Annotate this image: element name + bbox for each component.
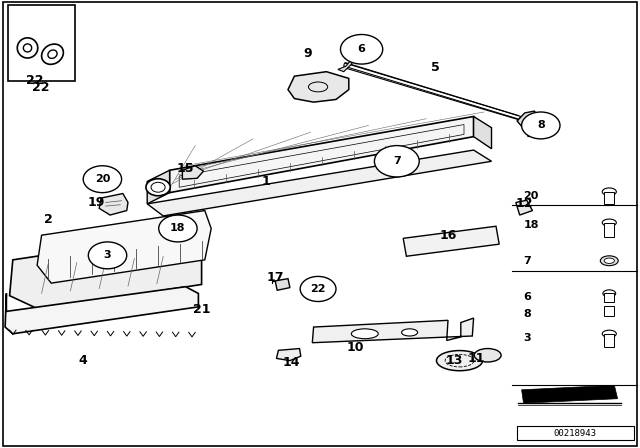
Text: 16: 16 [439,228,457,242]
Polygon shape [403,226,499,256]
Ellipse shape [602,219,616,226]
Ellipse shape [402,329,418,336]
Circle shape [83,166,122,193]
Polygon shape [516,200,532,215]
Ellipse shape [23,44,31,52]
Ellipse shape [474,349,501,362]
Polygon shape [276,349,301,361]
Circle shape [88,242,127,269]
Text: 11: 11 [468,352,486,365]
Polygon shape [182,166,204,179]
Bar [604,192,614,204]
Text: 13: 13 [445,354,463,367]
Text: 8: 8 [524,310,531,319]
Polygon shape [338,58,355,72]
Text: 20: 20 [95,174,110,184]
Text: 14: 14 [282,356,300,370]
Ellipse shape [600,256,618,266]
Text: 4: 4 [79,354,88,367]
Ellipse shape [351,329,378,339]
Text: 20: 20 [524,191,539,201]
Bar [604,334,614,347]
Text: 8: 8 [537,121,545,130]
Text: 10: 10 [346,340,364,354]
Text: 19: 19 [87,196,105,209]
Text: 15: 15 [177,161,195,175]
Text: 7: 7 [524,256,531,266]
Polygon shape [99,194,128,215]
Text: 18: 18 [170,224,186,233]
Text: 9: 9 [303,47,312,60]
Bar [604,306,614,316]
Ellipse shape [48,50,57,58]
Polygon shape [522,385,618,403]
Text: 00218943: 00218943 [554,429,597,438]
Circle shape [522,112,560,139]
Text: 22: 22 [26,74,44,87]
Text: 7: 7 [393,156,401,166]
Polygon shape [525,125,541,137]
Ellipse shape [17,38,38,58]
Polygon shape [288,72,349,102]
Ellipse shape [602,188,616,196]
Bar [8,5,75,81]
Circle shape [340,34,383,64]
Ellipse shape [602,330,616,337]
Ellipse shape [42,44,63,65]
Polygon shape [5,287,198,334]
Text: 22: 22 [310,284,326,294]
Polygon shape [37,211,211,283]
Bar [517,426,634,440]
Text: 6: 6 [358,44,365,54]
Polygon shape [169,225,186,237]
Text: 12: 12 [516,197,534,211]
Text: 1: 1 [261,175,270,188]
Polygon shape [147,170,170,204]
Text: 22: 22 [31,81,49,94]
Polygon shape [312,318,474,343]
Ellipse shape [146,179,170,196]
Text: 17: 17 [266,271,284,284]
Polygon shape [170,116,474,193]
Ellipse shape [604,258,614,263]
Circle shape [300,276,336,302]
Polygon shape [275,279,290,290]
Circle shape [374,146,419,177]
Text: 21: 21 [193,302,211,316]
Text: 5: 5 [431,60,440,74]
Polygon shape [10,234,202,309]
Polygon shape [517,111,538,126]
Text: 6: 6 [524,292,531,302]
Ellipse shape [436,350,483,371]
Text: 3: 3 [104,250,111,260]
Text: 3: 3 [524,333,531,343]
Circle shape [159,215,197,242]
Text: 2: 2 [44,213,52,226]
Polygon shape [147,150,492,216]
Polygon shape [474,116,492,149]
Text: 18: 18 [524,220,539,230]
Bar [604,223,614,237]
Bar [604,293,614,302]
Ellipse shape [603,290,616,297]
